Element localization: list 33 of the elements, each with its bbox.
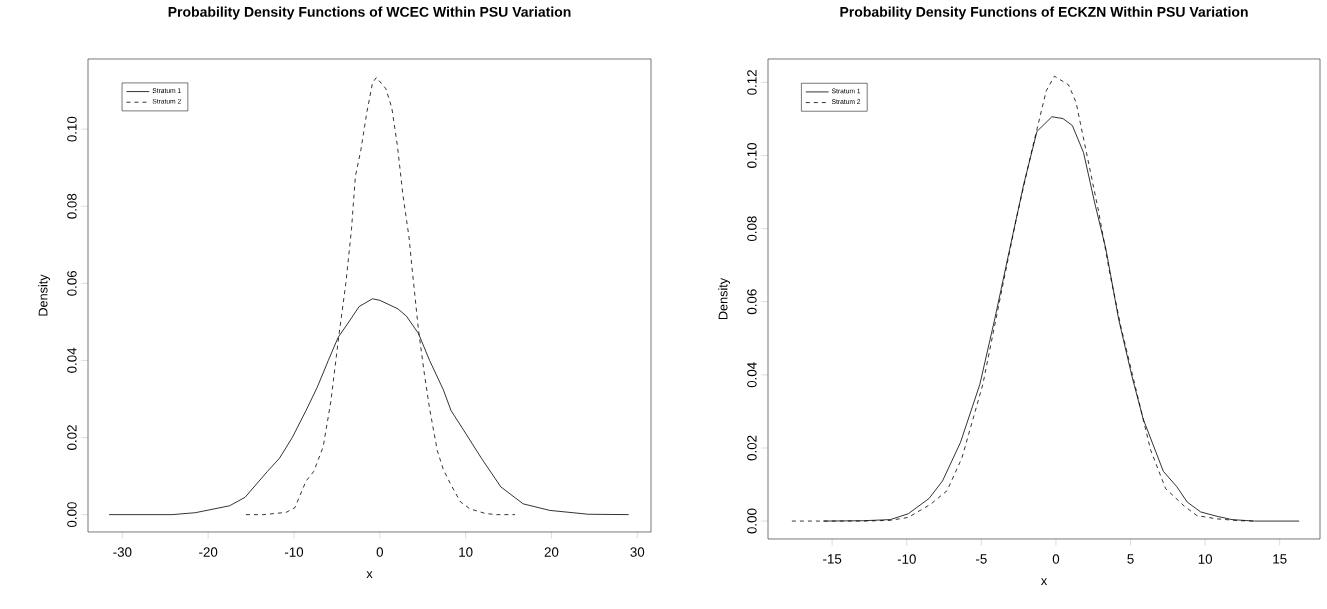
x-tick-label: 0 <box>376 547 383 557</box>
y-tick-label: 0.00 <box>67 502 77 528</box>
x-tick-label: 5 <box>1127 554 1134 564</box>
x-tick-label: 10 <box>1198 554 1213 564</box>
x-tick-label: 10 <box>459 547 473 557</box>
x-tick-label: -20 <box>199 547 218 557</box>
y-tick-label: 0.02 <box>747 435 757 461</box>
x-tick-label: -10 <box>897 554 916 564</box>
y-tick-label: 0.04 <box>67 347 77 373</box>
y-axis-title: Density <box>718 277 731 320</box>
x-tick-label: -10 <box>284 547 304 557</box>
x-tick-label: 20 <box>544 547 559 557</box>
y-tick-label: 0.12 <box>747 70 757 95</box>
x-axis-title: x <box>1040 578 1048 585</box>
y-tick-label: 0.10 <box>747 143 757 168</box>
chart-title: Probability Density Functions of ECKZN Within PSU Variation <box>840 6 1248 20</box>
y-tick-label: 0.06 <box>67 270 77 296</box>
x-tick-label: -15 <box>823 554 842 564</box>
y-tick-label: 0.04 <box>747 362 757 388</box>
y-axis-title: Density <box>38 274 51 316</box>
y-tick-label: 0.08 <box>67 193 77 219</box>
y-tick-label: 0.06 <box>747 289 757 315</box>
chart-title: Probability Density Functions of WCEC Within PSU Variation <box>168 6 571 20</box>
x-axis-title: x <box>366 571 373 578</box>
y-tick-label: 0.00 <box>747 508 757 534</box>
y-tick-label: 0.08 <box>747 216 757 242</box>
x-tick-label: 30 <box>630 547 645 557</box>
x-tick-label: -5 <box>976 554 987 564</box>
x-tick-label: 0 <box>1052 554 1060 564</box>
x-tick-label: -30 <box>113 547 132 557</box>
y-tick-label: 0.02 <box>67 425 77 450</box>
x-tick-label: 15 <box>1273 554 1287 564</box>
y-tick-label: 0.10 <box>67 116 77 142</box>
